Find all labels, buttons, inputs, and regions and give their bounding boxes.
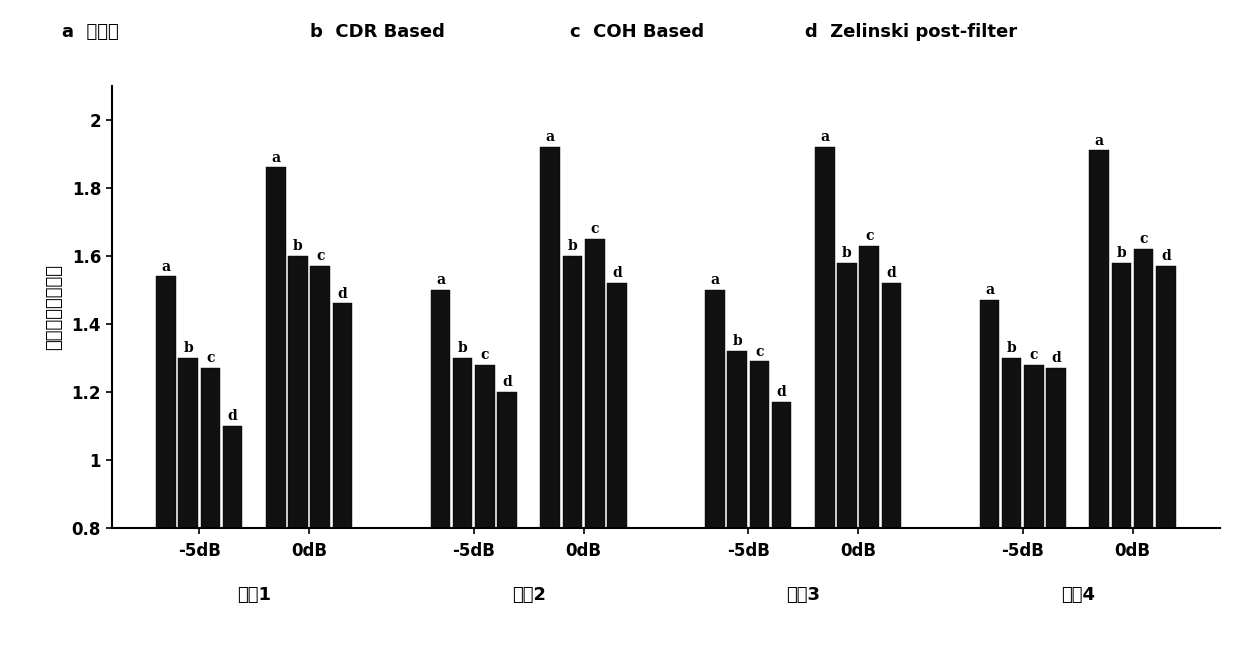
Bar [201, 368, 221, 528]
Bar [980, 300, 999, 528]
Text: d: d [1161, 249, 1171, 263]
Bar [1134, 249, 1154, 528]
Bar [156, 277, 176, 528]
Bar [1047, 368, 1066, 528]
Text: d: d [612, 267, 622, 280]
Bar [266, 168, 285, 528]
Text: d: d [228, 409, 238, 423]
Bar [540, 147, 560, 528]
Text: b: b [843, 246, 852, 260]
Text: d: d [502, 376, 512, 389]
Text: b: b [183, 341, 193, 355]
Text: a: a [161, 259, 171, 273]
Text: c: c [481, 348, 489, 362]
Text: a: a [710, 273, 720, 287]
Bar [705, 290, 725, 528]
Bar [750, 361, 769, 528]
Bar [1002, 358, 1021, 528]
Text: a: a [271, 150, 280, 165]
Text: a: a [436, 273, 445, 287]
Text: a: a [1095, 134, 1104, 148]
Bar [772, 402, 792, 528]
Text: b: b [458, 341, 467, 355]
Bar [838, 263, 856, 528]
Bar [476, 365, 494, 528]
Text: c  COH Based: c COH Based [570, 23, 704, 41]
Text: d  Zelinski post-filter: d Zelinski post-filter [805, 23, 1017, 41]
Bar [882, 283, 901, 528]
Bar [1156, 266, 1176, 528]
Bar [289, 256, 307, 528]
Bar [585, 239, 605, 528]
Text: d: d [337, 287, 347, 301]
Text: d: d [887, 267, 896, 280]
Bar [815, 147, 835, 528]
Text: c: c [591, 222, 598, 236]
Text: 场具1: 场具1 [237, 586, 271, 605]
Text: 场具3: 场具3 [787, 586, 820, 605]
Bar [178, 358, 198, 528]
Text: b  CDR Based: b CDR Based [310, 23, 445, 41]
Text: c: c [865, 229, 873, 243]
Text: c: c [1030, 348, 1038, 362]
Bar [1089, 150, 1109, 528]
Text: d: d [1051, 351, 1061, 366]
Text: d: d [777, 385, 787, 399]
Text: b: b [567, 239, 577, 253]
Text: b: b [1116, 246, 1126, 260]
Text: 场具2: 场具2 [512, 586, 545, 605]
Bar [497, 392, 517, 528]
Bar [860, 246, 878, 528]
Y-axis label: 感知语音质量得分: 感知语音质量得分 [46, 264, 63, 350]
Text: c: c [206, 351, 214, 366]
Bar [563, 256, 582, 528]
Text: b: b [294, 239, 302, 253]
Text: a: a [985, 283, 994, 298]
Bar [607, 283, 627, 528]
Text: a  本发明: a 本发明 [62, 23, 119, 41]
Text: c: c [1140, 232, 1149, 246]
Bar [1111, 263, 1131, 528]
Text: c: c [756, 345, 763, 358]
Text: c: c [316, 249, 325, 263]
Bar [453, 358, 472, 528]
Text: b: b [732, 335, 742, 348]
Bar [431, 290, 450, 528]
Bar [1025, 365, 1043, 528]
Text: b: b [1007, 341, 1016, 355]
Text: 场具4: 场具4 [1061, 586, 1095, 605]
Bar [223, 426, 243, 528]
Text: a: a [545, 130, 555, 145]
Bar [333, 304, 352, 528]
Bar [311, 266, 330, 528]
Bar [727, 351, 747, 528]
Text: a: a [820, 130, 829, 145]
